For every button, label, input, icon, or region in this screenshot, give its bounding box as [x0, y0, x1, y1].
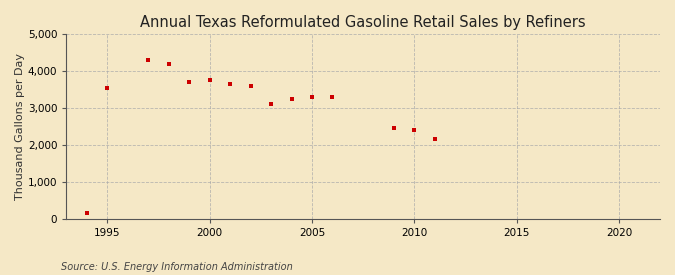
Y-axis label: Thousand Gallons per Day: Thousand Gallons per Day	[15, 53, 25, 200]
Text: Source: U.S. Energy Information Administration: Source: U.S. Energy Information Administ…	[61, 262, 292, 272]
Point	[205, 78, 215, 82]
Point	[388, 126, 399, 131]
Point	[306, 95, 317, 99]
Point	[102, 86, 113, 90]
Point	[143, 58, 154, 62]
Point	[225, 82, 236, 86]
Point	[286, 97, 297, 101]
Point	[184, 80, 194, 84]
Point	[409, 128, 420, 132]
Point	[429, 137, 440, 142]
Point	[82, 211, 92, 216]
Point	[266, 102, 277, 106]
Point	[163, 61, 174, 66]
Title: Annual Texas Reformulated Gasoline Retail Sales by Refiners: Annual Texas Reformulated Gasoline Retai…	[140, 15, 586, 30]
Point	[327, 95, 338, 99]
Point	[245, 84, 256, 88]
